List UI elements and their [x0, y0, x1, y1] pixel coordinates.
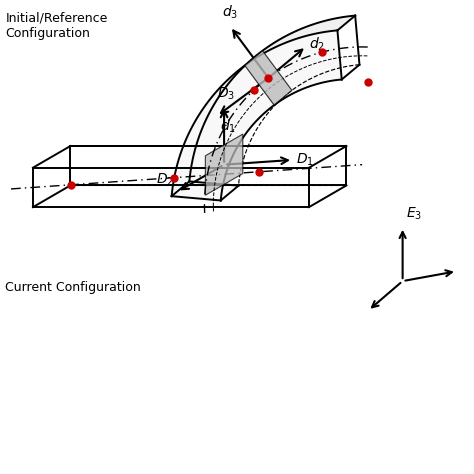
Text: $d_3$: $d_3$: [222, 4, 238, 21]
Polygon shape: [245, 51, 292, 105]
Polygon shape: [205, 134, 243, 195]
Text: $d_2$: $d_2$: [309, 36, 325, 53]
Text: $d_1$: $d_1$: [220, 118, 236, 136]
Polygon shape: [172, 16, 355, 196]
Text: Initial/Reference
Configuration: Initial/Reference Configuration: [5, 12, 108, 40]
Text: $E_3$: $E_3$: [406, 206, 422, 222]
Text: $D_1$: $D_1$: [296, 152, 314, 168]
Text: $D_2$: $D_2$: [156, 172, 174, 188]
Text: $D_3$: $D_3$: [217, 85, 235, 101]
Polygon shape: [172, 30, 342, 201]
Text: Current Configuration: Current Configuration: [5, 281, 141, 294]
